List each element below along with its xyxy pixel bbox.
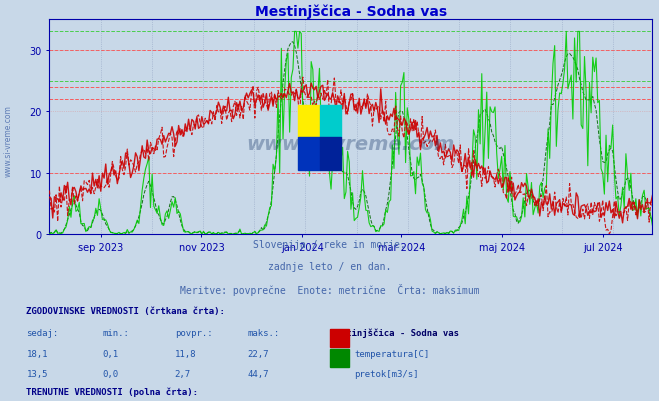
Text: zadnje leto / en dan.: zadnje leto / en dan. — [268, 261, 391, 271]
Text: www.si-vreme.com: www.si-vreme.com — [246, 135, 455, 154]
Text: TRENUTNE VREDNOSTI (polna črta):: TRENUTNE VREDNOSTI (polna črta): — [26, 387, 198, 396]
Text: Meritve: povprečne  Enote: metrične  Črta: maksimum: Meritve: povprečne Enote: metrične Črta:… — [180, 283, 479, 295]
Bar — [299, 106, 320, 138]
Bar — [330, 349, 349, 367]
Text: 2,7: 2,7 — [175, 369, 190, 379]
Text: 0,0: 0,0 — [102, 369, 118, 379]
Text: 0,1: 0,1 — [102, 349, 118, 358]
Title: Mestinjščica - Sodna vas: Mestinjščica - Sodna vas — [255, 4, 447, 19]
Text: min.:: min.: — [102, 328, 129, 337]
Text: Slovenija / reke in morje.: Slovenija / reke in morje. — [253, 239, 406, 249]
Bar — [320, 106, 341, 138]
Text: ZGODOVINSKE VREDNOSTI (črtkana črta):: ZGODOVINSKE VREDNOSTI (črtkana črta): — [26, 306, 225, 315]
Text: 22,7: 22,7 — [247, 349, 269, 358]
Text: povpr.:: povpr.: — [175, 328, 212, 337]
Text: temperatura[C]: temperatura[C] — [355, 349, 430, 358]
Text: 13,5: 13,5 — [26, 369, 48, 379]
Text: www.si-vreme.com: www.si-vreme.com — [4, 105, 13, 176]
Text: maks.:: maks.: — [247, 328, 279, 337]
Bar — [299, 138, 320, 170]
Bar — [320, 138, 341, 170]
Text: 18,1: 18,1 — [26, 349, 48, 358]
Text: Mestinjščica - Sodna vas: Mestinjščica - Sodna vas — [330, 328, 459, 337]
Bar — [330, 329, 349, 347]
Text: 44,7: 44,7 — [247, 369, 269, 379]
Text: pretok[m3/s]: pretok[m3/s] — [355, 369, 419, 379]
Text: 11,8: 11,8 — [175, 349, 196, 358]
Text: sedaj:: sedaj: — [26, 328, 59, 337]
